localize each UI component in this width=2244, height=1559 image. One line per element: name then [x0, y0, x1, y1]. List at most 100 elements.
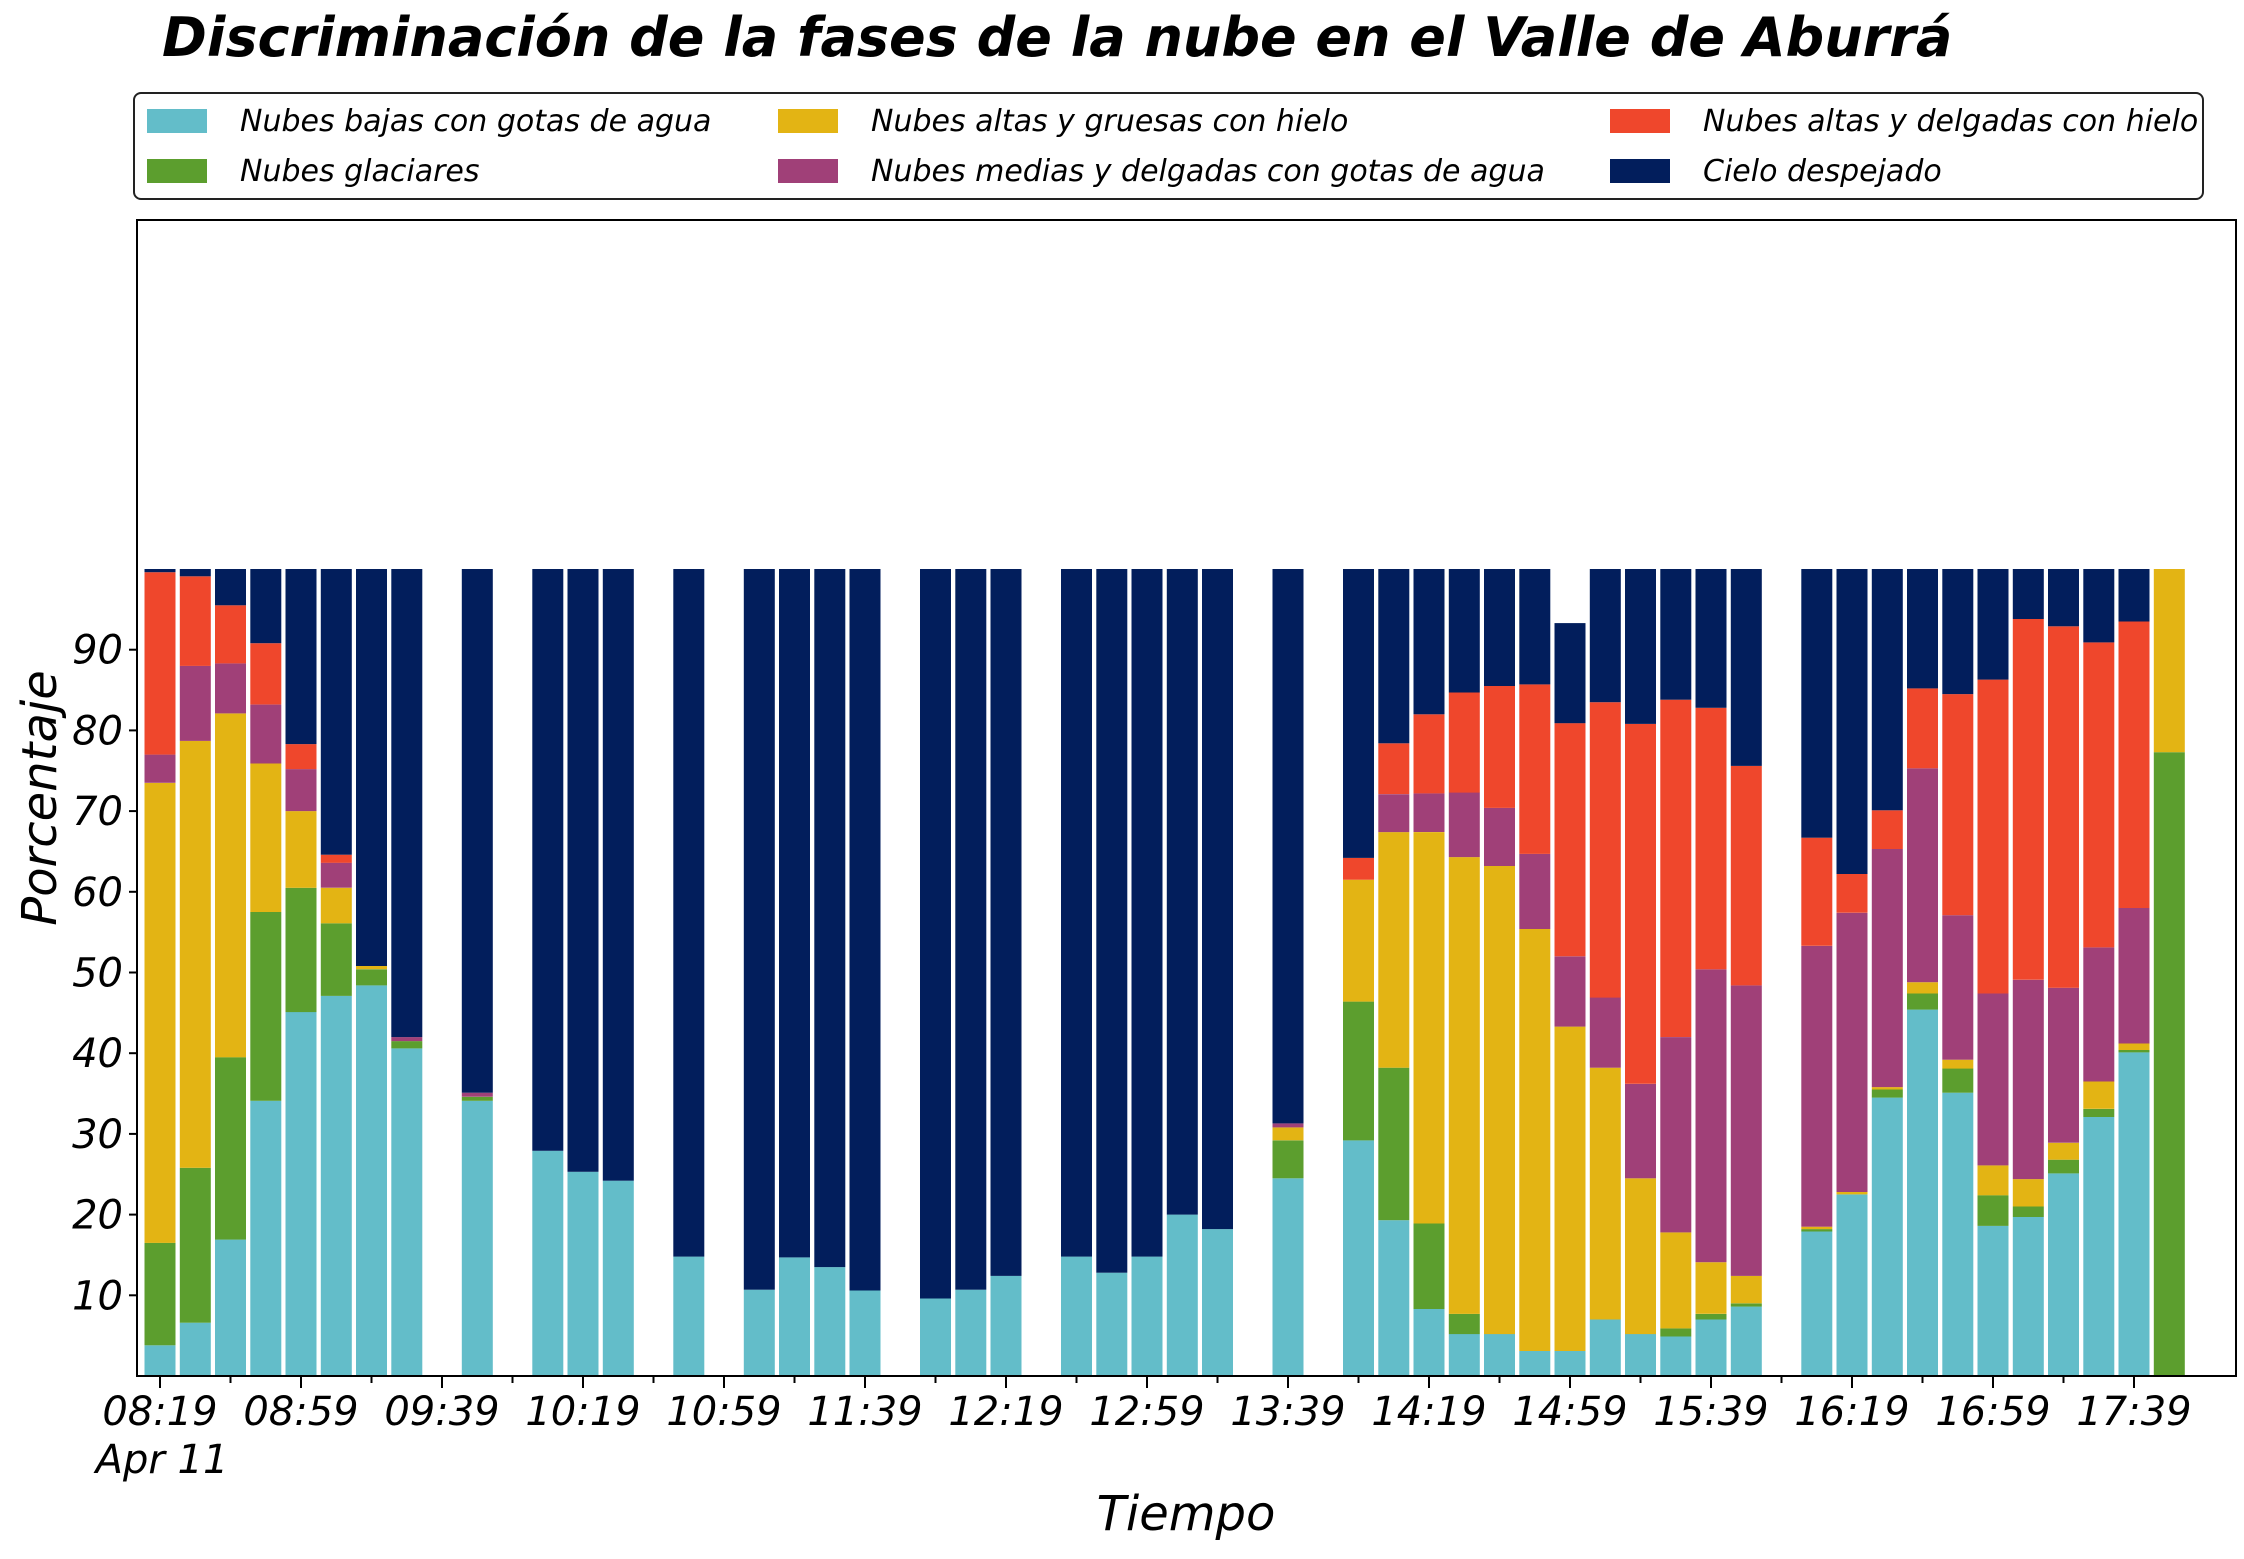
bar-segment — [1448, 1313, 1480, 1335]
bar-segment — [215, 569, 246, 606]
bar-segment — [1554, 723, 1586, 957]
bar-segment — [779, 1257, 810, 1376]
bar-segment — [1836, 1194, 1868, 1376]
bar-segment — [1096, 1272, 1128, 1376]
bar-segment — [144, 782, 176, 1243]
bar-segment — [1378, 1067, 1410, 1221]
bar-segment — [2048, 569, 2079, 627]
bar-segment — [1378, 1220, 1410, 1376]
bar-segment — [1625, 1178, 1656, 1335]
bars-layer — [144, 569, 2185, 1376]
bar-segment — [2083, 947, 2115, 1082]
bar-segment — [179, 665, 211, 741]
bar-segment — [1730, 765, 1762, 986]
bar-segment — [285, 1012, 317, 1376]
bar-segment — [1448, 692, 1480, 793]
bar-segment — [1660, 569, 1692, 700]
bar-segment — [461, 1096, 493, 1101]
bar-segment — [1484, 569, 1515, 686]
bar-segment — [144, 569, 176, 573]
legend-swatch — [1610, 159, 1670, 183]
bar-segment — [1625, 1334, 1656, 1376]
bar-segment — [2083, 1117, 2115, 1376]
bar-segment — [1448, 792, 1480, 858]
bar-segment — [144, 1345, 176, 1376]
bar-segment — [1131, 1256, 1163, 1376]
bar-segment — [356, 985, 387, 1376]
plot-frame — [136, 219, 2237, 1377]
x-tick-label: 09:39 — [384, 1389, 499, 1435]
bar-segment — [1942, 694, 1974, 916]
bar-segment — [1871, 849, 1903, 1088]
bar-segment — [1730, 1306, 1762, 1376]
bar-segment — [1413, 714, 1445, 794]
bar-segment — [2012, 1179, 2044, 1207]
bar-segment — [1907, 768, 1938, 983]
bar-segment — [1519, 1351, 1551, 1376]
bar-segment — [1907, 569, 1938, 689]
bar-segment — [1695, 1262, 1727, 1314]
bar-segment — [1625, 569, 1656, 724]
legend-item: Nubes altas y gruesas con hielo — [778, 101, 1348, 141]
bar-segment — [1413, 832, 1445, 1224]
legend-swatch — [147, 159, 207, 183]
bar-segment — [1695, 1313, 1727, 1320]
bar-segment — [320, 995, 352, 1376]
bar-segment — [849, 1290, 881, 1376]
bar-segment — [215, 663, 246, 714]
bar-segment — [2012, 1206, 2044, 1217]
bar-segment — [1343, 857, 1374, 880]
bar-segment — [920, 1298, 951, 1376]
legend-item: Cielo despejado — [1610, 151, 1942, 191]
bar-segment — [1484, 686, 1515, 808]
bar-segment — [1589, 997, 1621, 1068]
bar-segment — [567, 569, 599, 1172]
bar-segment — [1871, 1089, 1903, 1098]
y-axis-label: Porcentaje — [12, 670, 68, 926]
bar-segment — [1272, 1127, 1304, 1141]
bar-segment — [1977, 1225, 2009, 1376]
legend-swatch — [147, 109, 207, 133]
bar-segment — [1061, 569, 1092, 1257]
bar-segment — [1589, 569, 1621, 703]
legend-label: Nubes glaciares — [240, 153, 480, 189]
bar-segment — [1907, 993, 1938, 1010]
bar-segment — [1977, 1195, 2009, 1226]
bar-segment — [1695, 707, 1727, 970]
bar-segment — [2048, 987, 2079, 1143]
bar-segment — [356, 969, 387, 986]
y-tick-label: 80 — [72, 708, 123, 754]
bar-segment — [1448, 1334, 1480, 1376]
bar-segment — [1660, 699, 1692, 1037]
bar-segment — [1554, 623, 1586, 724]
bar-segment — [2012, 619, 2044, 980]
bar-segment — [2048, 1173, 2079, 1376]
bar-segment — [1871, 1097, 1903, 1376]
bar-segment — [2118, 569, 2150, 622]
bar-segment — [1871, 810, 1903, 849]
bar-segment — [1836, 1192, 1868, 1195]
bar-segment — [356, 569, 387, 966]
bar-segment — [1272, 1123, 1304, 1128]
bar-segment — [1871, 1087, 1903, 1090]
bar-segment — [532, 1150, 564, 1376]
bar-segment — [2153, 752, 2185, 1376]
x-tick-label: 14:19 — [1371, 1389, 1486, 1435]
bar-segment — [1907, 982, 1938, 994]
bar-segment — [1378, 832, 1410, 1068]
bar-segment — [814, 1267, 846, 1376]
bar-segment — [2048, 626, 2079, 988]
bar-segment — [567, 1171, 599, 1376]
bar-segment — [356, 966, 387, 970]
legend-swatch — [778, 109, 838, 133]
bar-segment — [1096, 569, 1128, 1273]
bar-segment — [179, 1322, 211, 1376]
bar-segment — [320, 923, 352, 996]
bar-segment — [1942, 1068, 1974, 1093]
bar-segment — [1343, 1140, 1374, 1376]
bar-segment — [2048, 1159, 2079, 1174]
bar-segment — [2048, 1142, 2079, 1160]
bar-segment — [1519, 928, 1551, 1351]
bar-segment — [215, 1239, 246, 1376]
